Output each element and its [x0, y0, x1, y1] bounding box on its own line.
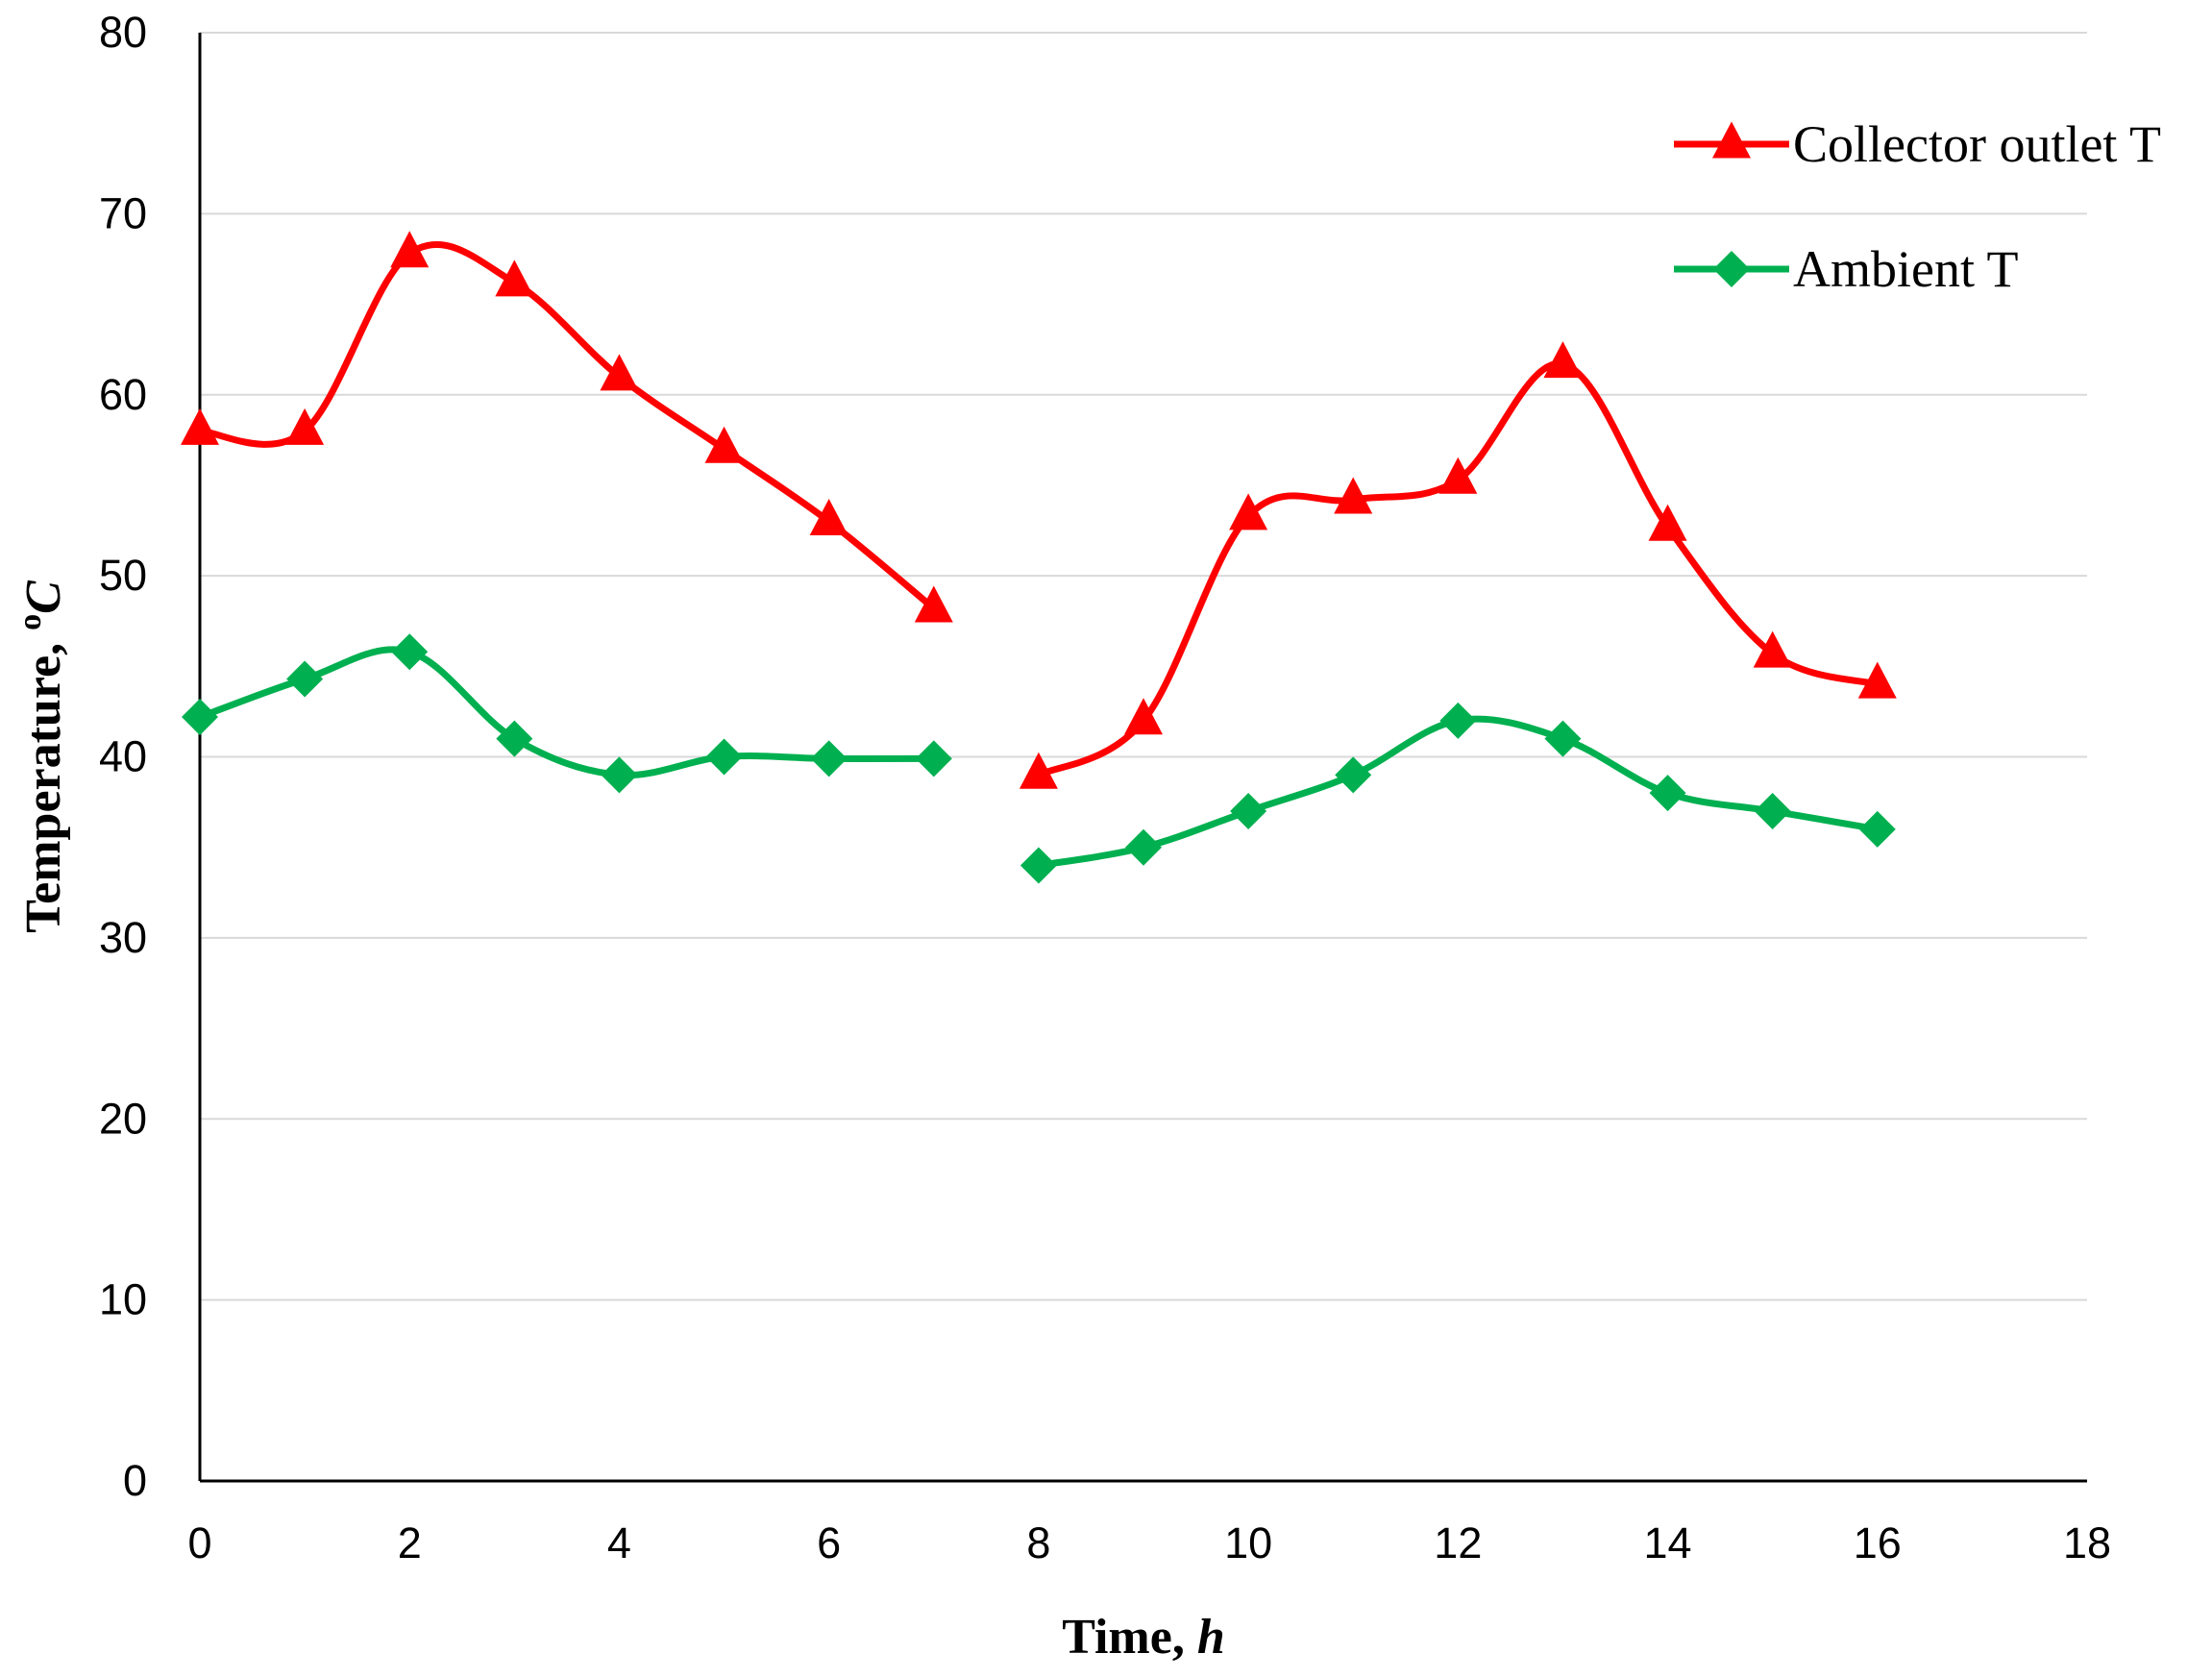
y-tick-label: 50: [99, 551, 147, 600]
data-point-marker: [1753, 630, 1792, 668]
x-axis-title: Time, h: [1062, 1610, 1225, 1665]
data-point-marker: [1229, 493, 1268, 531]
gridlines: [200, 32, 2087, 1301]
y-tick-label: 30: [99, 913, 147, 962]
legend-item-ambient: Ambient T: [1674, 240, 2018, 298]
data-point-marker: [600, 354, 639, 391]
data-point-marker: [1438, 457, 1478, 494]
y-tick-label: 40: [99, 732, 147, 781]
data-point-marker: [704, 426, 744, 463]
x-tick-label: 10: [1224, 1518, 1272, 1567]
data-point-marker: [496, 720, 533, 757]
data-point-marker: [1857, 661, 1897, 699]
data-point-marker: [705, 738, 743, 776]
series: [181, 231, 1897, 884]
tick-labels: 0 10 20 30 40 50 60 70 80 0 2 4 6 8 10 12 14 16 18: [99, 8, 2111, 1567]
data-point-marker: [1125, 828, 1162, 866]
data-point-marker: [1124, 698, 1163, 735]
data-point-marker: [1230, 793, 1267, 830]
series-line: [1038, 715, 1879, 869]
data-point-marker: [1335, 756, 1372, 794]
data-point-marker: [601, 756, 638, 794]
x-tick-label: 4: [607, 1518, 631, 1567]
legend-swatch-marker: [1713, 251, 1750, 287]
y-axis-title: Temperature, oC: [12, 580, 71, 933]
data-point-marker: [1439, 702, 1477, 739]
legend-swatch-marker: [1712, 121, 1751, 159]
data-point-marker: [390, 231, 430, 268]
series-collector-outlet-t: [181, 231, 1897, 789]
series-line: [199, 240, 937, 611]
legend: Collector outlet T Ambient T: [1674, 115, 2161, 298]
legend-item-collector: Collector outlet T: [1674, 115, 2161, 173]
data-point-marker: [1020, 847, 1057, 884]
data-point-marker: [286, 660, 324, 698]
data-point-marker: [1334, 477, 1373, 514]
legend-label: Collector outlet T: [1793, 115, 2161, 173]
data-point-marker: [182, 699, 218, 736]
data-point-marker: [1858, 810, 1896, 848]
x-tick-label: 6: [817, 1518, 841, 1567]
data-point-marker: [1543, 341, 1583, 379]
data-point-marker: [809, 499, 848, 536]
x-tick-label: 2: [398, 1518, 422, 1567]
data-point-marker: [914, 585, 953, 623]
y-tick-label: 0: [123, 1456, 147, 1505]
data-point-marker: [391, 633, 429, 671]
data-point-marker: [181, 407, 219, 445]
data-point-marker: [1544, 720, 1582, 757]
y-tick-label: 10: [99, 1275, 147, 1324]
data-point-marker: [1648, 504, 1687, 541]
series-ambient-t: [182, 633, 1896, 884]
x-tick-label: 14: [1644, 1518, 1692, 1567]
y-tick-label: 20: [99, 1094, 147, 1143]
x-tick-label: 8: [1026, 1518, 1050, 1567]
y-tick-label: 60: [99, 370, 147, 419]
data-point-marker: [915, 740, 952, 777]
axes: [198, 33, 2087, 1483]
data-point-marker: [1019, 752, 1058, 789]
x-tick-label: 12: [1434, 1518, 1482, 1567]
x-tick-label: 16: [1854, 1518, 1902, 1567]
data-point-marker: [1754, 793, 1791, 830]
data-point-marker: [495, 259, 534, 297]
legend-label: Ambient T: [1793, 240, 2018, 298]
x-tick-label: 18: [2063, 1518, 2111, 1567]
data-point-marker: [1649, 775, 1686, 812]
x-tick-label: 0: [187, 1518, 211, 1567]
y-tick-label: 70: [99, 188, 147, 237]
data-point-marker: [285, 407, 325, 445]
y-tick-label: 80: [99, 8, 147, 57]
data-point-marker: [810, 740, 848, 777]
